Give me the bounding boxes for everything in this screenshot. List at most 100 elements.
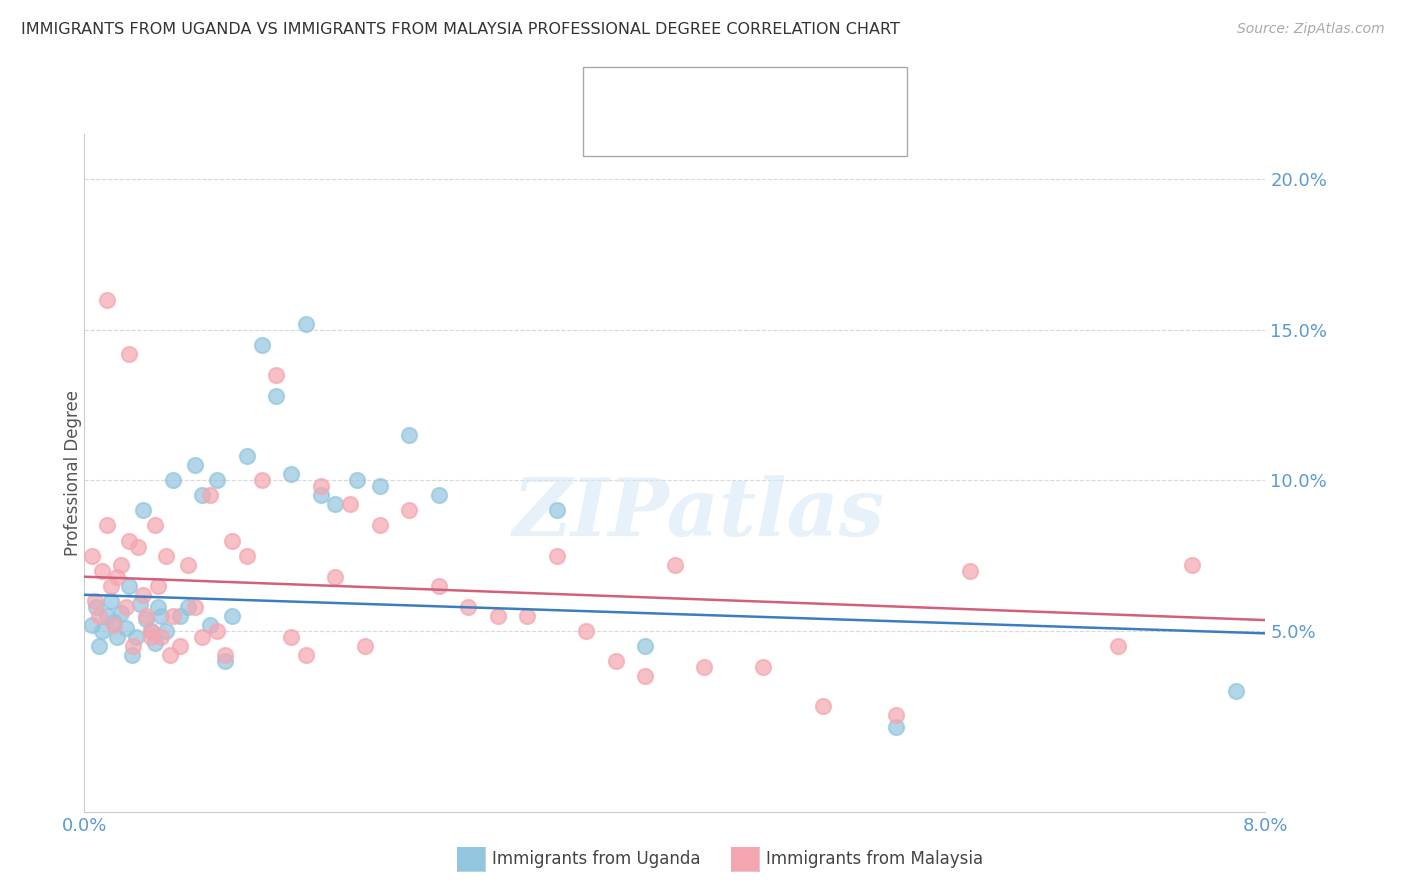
Text: R = -0.053  N = 60: R = -0.053 N = 60 [644, 120, 801, 138]
Point [169, 608, 191, 623]
Point [323, 570, 347, 584]
Point [205, 473, 228, 487]
Point [150, 608, 173, 623]
Point [398, 428, 420, 442]
Point [236, 549, 259, 563]
Point [162, 473, 184, 487]
Point [135, 608, 157, 623]
Point [575, 624, 598, 638]
Point [169, 639, 191, 653]
Point [368, 479, 391, 493]
Point [205, 624, 228, 638]
Point [177, 599, 200, 614]
Point [198, 618, 221, 632]
Point [96, 608, 118, 623]
Point [105, 630, 128, 644]
Point [132, 503, 155, 517]
Point [1107, 639, 1129, 653]
Point [368, 518, 391, 533]
Point [127, 540, 149, 554]
Text: Source: ZipAtlas.com: Source: ZipAtlas.com [1237, 22, 1385, 37]
Point [125, 630, 148, 644]
Point [121, 648, 143, 662]
Point [83, 594, 105, 608]
Point [143, 636, 166, 650]
Point [959, 564, 981, 578]
Point [664, 558, 686, 572]
Point [339, 497, 361, 511]
Point [110, 606, 132, 620]
Point [84, 599, 107, 614]
Point [118, 533, 141, 548]
Point [91, 624, 114, 638]
Point [634, 639, 657, 653]
Point [89, 639, 111, 653]
Point [100, 594, 122, 608]
Point [184, 458, 207, 473]
Point [295, 317, 318, 331]
Point [80, 618, 103, 632]
Y-axis label: Professional Degree: Professional Degree [65, 390, 82, 556]
Point [1181, 558, 1204, 572]
Point [110, 558, 132, 572]
Point [129, 597, 152, 611]
Point [105, 570, 128, 584]
Point [264, 389, 288, 403]
Text: Immigrants from Uganda: Immigrants from Uganda [492, 850, 700, 868]
Point [693, 660, 716, 674]
Point [346, 473, 368, 487]
Point [250, 337, 273, 351]
Point [486, 608, 509, 623]
Point [198, 488, 221, 502]
Point [546, 549, 568, 563]
Point [323, 497, 347, 511]
Point [295, 648, 318, 662]
Point [122, 639, 145, 653]
Point [250, 473, 273, 487]
Point [159, 648, 181, 662]
Point [162, 608, 184, 623]
Point [139, 624, 162, 638]
Point [96, 293, 118, 307]
Point [264, 368, 288, 382]
Text: ZIPatlas: ZIPatlas [512, 475, 884, 552]
Point [135, 612, 157, 626]
Point [354, 639, 377, 653]
Point [191, 488, 214, 502]
Point [80, 549, 103, 563]
Point [280, 630, 302, 644]
Point [886, 720, 908, 734]
Point [309, 488, 332, 502]
Point [148, 599, 170, 614]
Point [221, 533, 243, 548]
Point [91, 564, 114, 578]
Point [150, 630, 173, 644]
Point [96, 518, 118, 533]
Point [280, 467, 302, 482]
Point [184, 599, 207, 614]
Point [118, 579, 141, 593]
Point [236, 449, 259, 463]
Point [886, 708, 908, 723]
Point [1225, 684, 1247, 698]
Point [148, 579, 170, 593]
Point [103, 618, 125, 632]
Point [100, 579, 122, 593]
Point [114, 621, 136, 635]
Point [309, 479, 332, 493]
Point [89, 608, 111, 623]
Point [191, 630, 214, 644]
Point [457, 599, 479, 614]
Point [214, 654, 236, 668]
Point [427, 579, 450, 593]
Point [811, 699, 834, 714]
Text: R = -0.032  N = 45: R = -0.032 N = 45 [644, 89, 801, 107]
Point [139, 630, 162, 644]
Point [114, 599, 136, 614]
Point [546, 503, 568, 517]
Point [139, 624, 162, 638]
Point [752, 660, 775, 674]
Point [103, 615, 125, 629]
Point [118, 347, 141, 361]
Point [398, 503, 420, 517]
